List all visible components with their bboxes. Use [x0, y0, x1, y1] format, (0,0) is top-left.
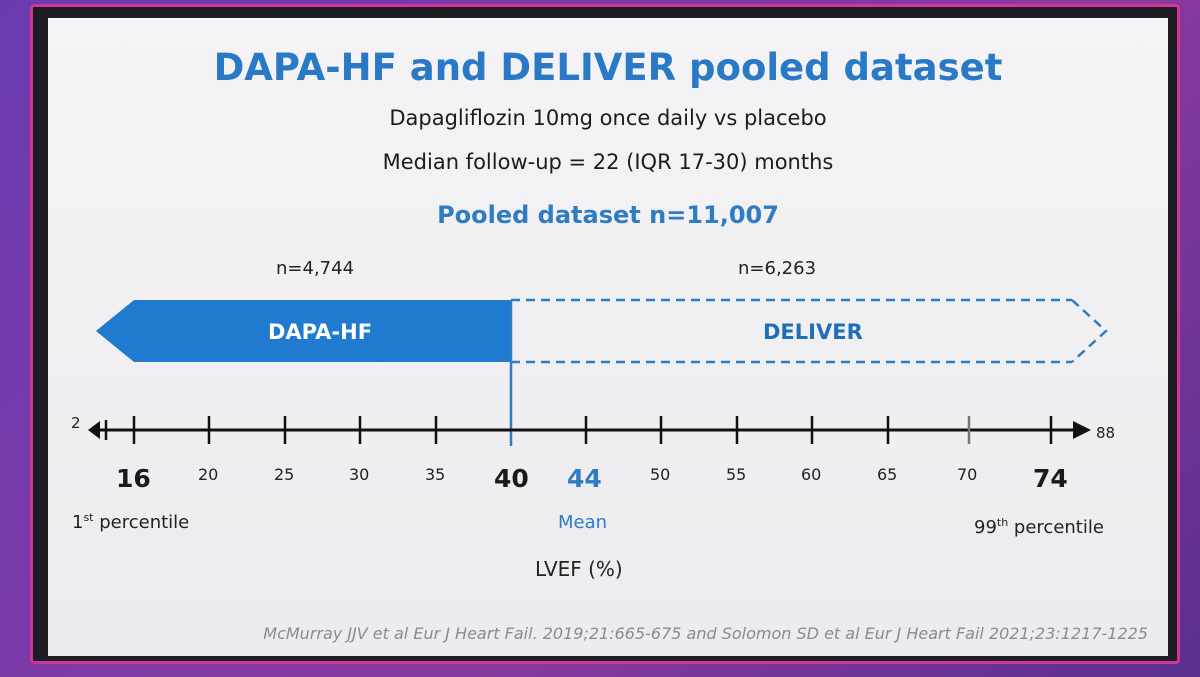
axis-title: LVEF (%) [535, 557, 623, 581]
dapa-hf-arrow [96, 300, 511, 362]
tick-label-35: 35 [425, 465, 446, 484]
axis-ticks [132, 416, 1053, 444]
deliver-label: DELIVER [763, 320, 863, 344]
tick-label-65: 65 [877, 465, 898, 484]
citation: McMurray JJV et al Eur J Heart Fail. 201… [263, 624, 1148, 643]
axis-min-label: 2 [71, 414, 81, 432]
tick-label-70: 70 [957, 465, 978, 484]
pooled-dataset-label: Pooled dataset n=11,007 [437, 201, 779, 229]
axis-left-arrowhead [88, 421, 100, 439]
diagram-graphics [88, 298, 1108, 446]
tick-label-30: 30 [349, 465, 370, 484]
deliver-arrow-head [1071, 299, 1108, 363]
axis-max-label: 88 [1096, 424, 1116, 442]
tick-label-44: 44 [567, 464, 602, 493]
tick-label-16: 16 [116, 464, 151, 493]
ninety-ninth-percentile-label: 99th percentile [974, 516, 1104, 538]
tick-label-20: 20 [198, 465, 219, 484]
tick-label-50: 50 [650, 465, 671, 484]
dapa-hf-label: DAPA-HF [268, 320, 373, 344]
tick-label-25: 25 [274, 465, 295, 484]
first-percentile-label: 1st percentile [72, 511, 190, 533]
slide-title: DAPA-HF and DELIVER pooled dataset [213, 46, 1003, 89]
tick-label-40: 40 [494, 464, 529, 493]
tick-label-74: 74 [1033, 464, 1068, 493]
mean-label: Mean [558, 512, 608, 533]
axis-right-arrowhead [1073, 421, 1091, 439]
deliver-n-label: n=6,263 [738, 258, 817, 279]
tick-label-55: 55 [726, 465, 747, 484]
slide: DAPA-HF and DELIVER pooled dataset Dapag… [48, 18, 1168, 656]
dapa-n-label: n=4,744 [276, 258, 355, 279]
tick-label-60: 60 [801, 465, 822, 484]
subtitle-treatment: Dapagliflozin 10mg once daily vs placebo [389, 106, 827, 130]
subtitle-follow-up: Median follow-up = 22 (IQR 17-30) months [382, 150, 834, 174]
